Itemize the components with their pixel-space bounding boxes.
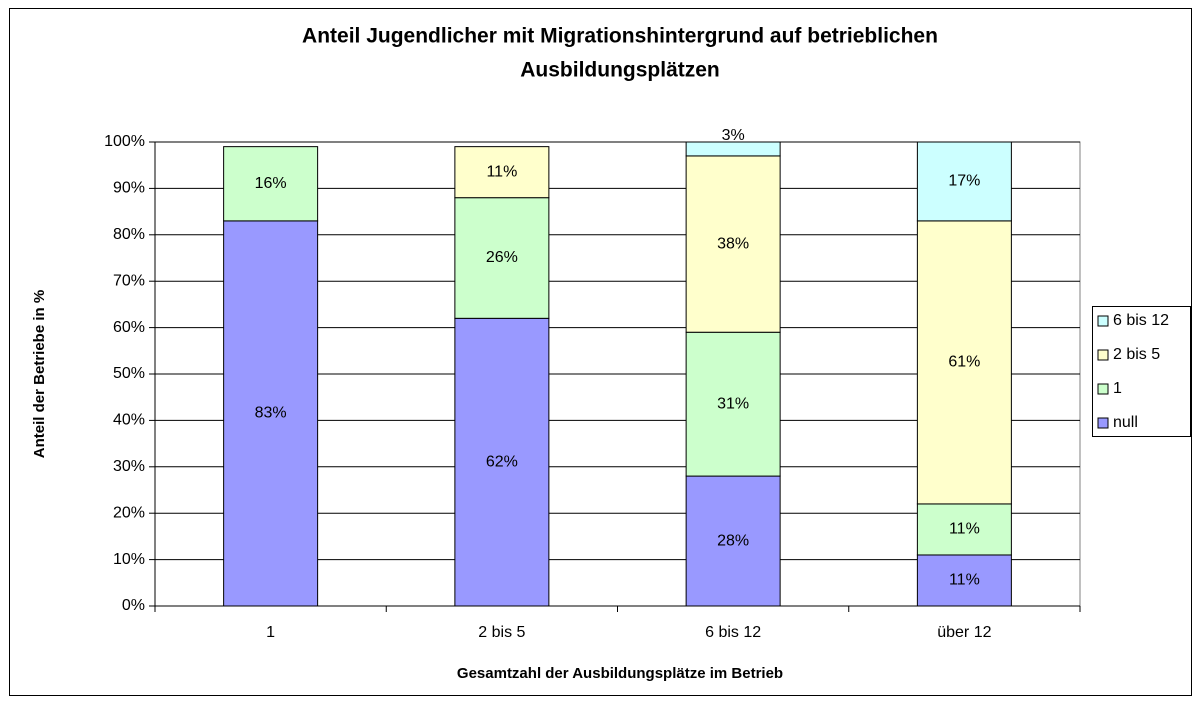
data-label: 61%	[948, 354, 980, 371]
y-tick-label: 40%	[113, 412, 145, 429]
bar-segment	[916, 220, 1012, 505]
y-tick-label: 0%	[122, 597, 145, 614]
legend-swatch	[1097, 383, 1109, 395]
y-axis-title: Anteil der Betriebe in %	[31, 290, 48, 458]
data-label: 38%	[717, 235, 749, 252]
x-tick-label: über 12	[937, 624, 991, 641]
legend-box	[1092, 306, 1191, 437]
bar-segment	[223, 220, 319, 607]
bar-segment	[916, 503, 1012, 556]
legend-swatch	[1097, 349, 1109, 361]
legend-label: 1	[1113, 380, 1122, 397]
data-label: 83%	[255, 405, 287, 422]
data-label: 62%	[486, 453, 518, 470]
data-label: 11%	[486, 163, 517, 180]
data-label: 3%	[722, 127, 745, 144]
x-tick-label: 1	[266, 624, 275, 641]
bar-segment	[916, 141, 1012, 222]
chart-title: Anteil Jugendlicher mit Migrationshinter…	[302, 25, 938, 48]
y-tick-label: 80%	[113, 226, 145, 243]
y-tick-label: 100%	[104, 133, 145, 150]
bar-segment	[685, 141, 781, 157]
data-label: 11%	[949, 521, 980, 538]
legend-label: 2 bis 5	[1113, 346, 1160, 363]
data-label: 16%	[255, 175, 287, 192]
legend-label: 6 bis 12	[1113, 312, 1169, 329]
data-label: 26%	[486, 249, 518, 266]
legend-label: null	[1113, 414, 1138, 431]
bar-segment	[454, 317, 550, 607]
y-tick-label: 50%	[113, 365, 145, 382]
bar-segment	[223, 146, 319, 222]
chart-title: Ausbildungsplätzen	[520, 59, 720, 82]
bar-segment	[454, 197, 550, 319]
data-label: 11%	[949, 572, 980, 589]
y-tick-label: 30%	[113, 458, 145, 475]
data-label: 17%	[948, 173, 980, 190]
y-tick-label: 60%	[113, 319, 145, 336]
legend-swatch	[1097, 417, 1109, 429]
bar-segment	[454, 146, 550, 199]
bar-segment	[685, 155, 781, 333]
y-tick-label: 10%	[113, 551, 145, 568]
y-tick-label: 90%	[113, 180, 145, 197]
bar-segment	[685, 475, 781, 607]
y-tick-label: 70%	[113, 272, 145, 289]
x-tick-label: 2 bis 5	[478, 624, 525, 641]
y-tick-label: 20%	[113, 504, 145, 521]
x-axis-title: Gesamtzahl der Ausbildungsplätze im Betr…	[457, 665, 783, 682]
data-label: 31%	[717, 395, 749, 412]
data-label: 28%	[717, 532, 749, 549]
bar-segment	[685, 331, 781, 477]
x-tick-label: 6 bis 12	[705, 624, 761, 641]
legend-swatch	[1097, 315, 1109, 327]
